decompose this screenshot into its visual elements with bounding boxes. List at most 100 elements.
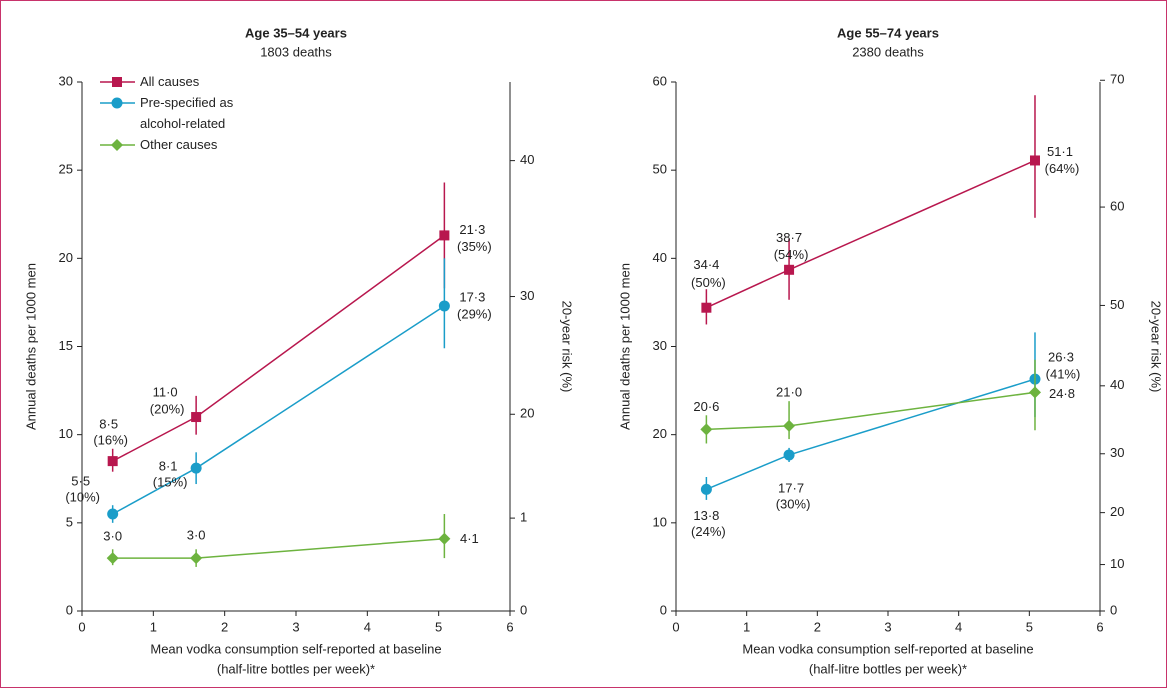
y-tick-label: 40 xyxy=(653,250,667,265)
data-label: 5·5 xyxy=(71,473,90,488)
marker-square xyxy=(1029,155,1040,166)
y2-tick-label: 10 xyxy=(1110,556,1124,571)
legend-label: Pre-specified as alcohol-related xyxy=(140,95,234,131)
marker-square xyxy=(784,264,795,275)
legend-entry: Pre-specified as alcohol-related xyxy=(140,95,234,131)
data-label: 17·7 xyxy=(778,480,804,495)
marker-diamond xyxy=(106,552,119,565)
data-label: 34·4 xyxy=(693,257,719,272)
y2-tick-label: 50 xyxy=(1110,297,1124,312)
series-line xyxy=(112,234,445,462)
risk-label: (24%) xyxy=(691,524,726,539)
y2-tick-label: 20 xyxy=(1110,504,1124,519)
y-tick-label: 15 xyxy=(59,338,73,353)
y2-tick-label: 40 xyxy=(1110,377,1124,392)
series-line xyxy=(706,159,1036,309)
data-label: 3·0 xyxy=(187,528,206,543)
risk-label: (35%) xyxy=(457,239,492,254)
data-label: 21·3 xyxy=(459,222,485,237)
data-label: 11·0 xyxy=(153,384,178,399)
risk-label: (50%) xyxy=(691,275,726,290)
data-label: 51·1 xyxy=(1047,144,1073,159)
panel-subtitle: 2380 deaths xyxy=(852,44,924,59)
y-tick-label: 0 xyxy=(660,602,667,617)
marker-square xyxy=(107,456,118,467)
y2-tick-label: 0 xyxy=(1110,602,1117,617)
x-tick-label: 1 xyxy=(743,619,750,634)
x-tick-label: 6 xyxy=(1096,619,1103,634)
y-tick-label: 25 xyxy=(59,162,73,177)
risk-label: (16%) xyxy=(93,433,128,448)
y2-axis-label: 20-year risk (%) xyxy=(1149,301,1164,393)
data-label: 4·1 xyxy=(460,531,479,546)
panel-title: Age 35–54 years xyxy=(245,25,347,40)
marker-diamond xyxy=(438,532,451,545)
data-label: 20·6 xyxy=(693,399,719,414)
series-line xyxy=(706,378,1036,491)
y2-tick-label: 0 xyxy=(520,602,527,617)
data-label: 8·1 xyxy=(159,459,178,474)
risk-label: (29%) xyxy=(457,306,492,321)
marker-diamond xyxy=(111,139,123,151)
x-axis-label: (half-litre bottles per week)* xyxy=(217,661,375,676)
y2-tick-label: 60 xyxy=(1110,199,1124,214)
marker-circle xyxy=(783,449,795,461)
x-tick-label: 1 xyxy=(150,619,157,634)
panel-title: Age 55–74 years xyxy=(837,25,939,40)
x-axis-label: Mean vodka consumption self-reported at … xyxy=(150,641,441,656)
x-tick-label: 5 xyxy=(1026,619,1033,634)
data-label: 24·8 xyxy=(1049,386,1075,401)
risk-label: (54%) xyxy=(774,247,809,262)
marker-square xyxy=(112,77,122,87)
data-label: 38·7 xyxy=(776,230,802,245)
y-tick-label: 10 xyxy=(653,514,667,529)
x-axis-label: Mean vodka consumption self-reported at … xyxy=(742,641,1033,656)
marker-diamond xyxy=(783,419,796,432)
y-tick-label: 5 xyxy=(66,514,73,529)
risk-label: (15%) xyxy=(153,475,188,490)
y-tick-label: 30 xyxy=(59,73,73,88)
x-tick-label: 2 xyxy=(221,619,228,634)
series-line xyxy=(112,537,445,559)
y2-tick-label: 20 xyxy=(520,406,534,421)
legend-entry: All causes xyxy=(140,74,199,89)
y-tick-label: 10 xyxy=(59,426,73,441)
panel-subtitle: 1803 deaths xyxy=(260,44,332,59)
marker-square xyxy=(439,230,450,241)
y2-tick-label: 1 xyxy=(520,510,527,525)
y-tick-label: 20 xyxy=(653,426,667,441)
marker-square xyxy=(191,412,202,423)
data-label: 8·5 xyxy=(99,417,118,432)
risk-label: (30%) xyxy=(776,496,811,511)
y2-tick-label: 70 xyxy=(1110,72,1124,87)
risk-label: (20%) xyxy=(150,401,185,416)
x-tick-label: 5 xyxy=(435,619,442,634)
y2-tick-label: 30 xyxy=(520,288,534,303)
marker-circle xyxy=(111,97,123,109)
marker-diamond xyxy=(190,552,203,565)
data-label: 21·0 xyxy=(776,384,802,399)
marker-diamond xyxy=(700,423,713,436)
data-label: 26·3 xyxy=(1048,350,1074,365)
x-tick-label: 4 xyxy=(955,619,962,634)
marker-circle xyxy=(438,300,450,312)
risk-label: (10%) xyxy=(65,489,100,504)
x-tick-label: 2 xyxy=(814,619,821,634)
y-tick-label: 50 xyxy=(653,162,667,177)
data-label: 3·0 xyxy=(103,529,122,544)
y-tick-label: 30 xyxy=(653,338,667,353)
y-axis-label: Annual deaths per 1000 men xyxy=(617,263,632,430)
x-tick-label: 0 xyxy=(78,619,85,634)
risk-label: (64%) xyxy=(1045,161,1080,176)
y-tick-label: 60 xyxy=(653,73,667,88)
risk-label: (41%) xyxy=(1046,367,1081,382)
marker-circle xyxy=(190,462,202,474)
marker-circle xyxy=(107,508,119,520)
y-tick-label: 20 xyxy=(59,250,73,265)
x-tick-label: 0 xyxy=(672,619,679,634)
marker-diamond xyxy=(1028,386,1041,399)
y-tick-label: 0 xyxy=(66,602,73,617)
